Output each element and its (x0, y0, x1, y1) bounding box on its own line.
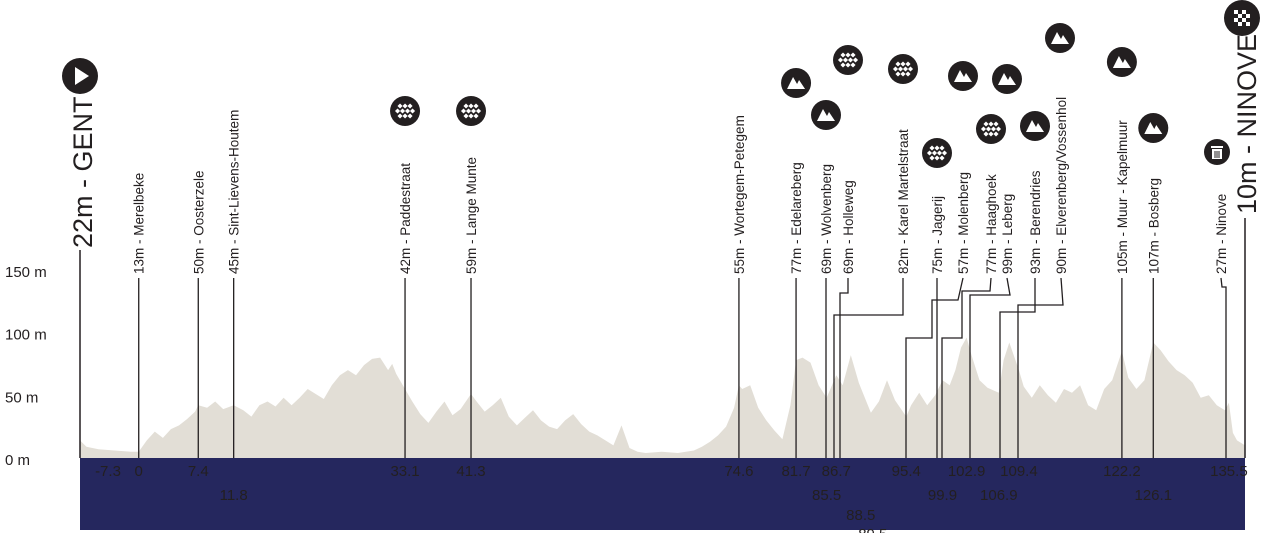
point-km-label: 89.5 (858, 526, 887, 533)
point-label: 99m - Leberg (1000, 194, 1015, 274)
point-km-label: 33.1 (390, 463, 419, 480)
climb-icon (781, 68, 812, 98)
climb-icon-peaks (954, 70, 972, 82)
climb-icon-peaks (787, 77, 806, 89)
cobbles-icon (456, 96, 487, 126)
point-label: 82m - Karel Martelstraat (896, 129, 911, 274)
point-leader-line (833, 278, 904, 458)
point-label: 45m - Sint-Lievens-Houtem (227, 110, 242, 274)
finish-flag-square (1238, 14, 1242, 18)
cobbles-icon (922, 138, 952, 168)
finish-flag-icon (1224, 0, 1260, 36)
point-km-label: 126.1 (1135, 487, 1173, 504)
point-label: 105m - Muur - Kapelmuur (1115, 120, 1130, 274)
point-km-label: 109.4 (1000, 463, 1038, 480)
y-tick-label: 0 m (5, 452, 30, 469)
climb-icon (811, 100, 841, 130)
finish-flag-square (1238, 22, 1242, 26)
point-km-label: 74.6 (724, 463, 753, 480)
cobbles-icon (833, 45, 863, 75)
point-km-label: 11.8 (220, 487, 248, 504)
point-label: 77m - Edelareberg (789, 162, 804, 274)
climb-icon (1020, 111, 1050, 141)
climb-icon-peaks (1112, 56, 1131, 68)
start-label: 22m - GENT (68, 96, 98, 248)
point-label: 69m - Holleweg (841, 180, 856, 274)
climb-icon-peaks (1051, 32, 1069, 44)
bin-icon-lid (1211, 146, 1223, 148)
point-km-label: 85.5 (812, 487, 841, 504)
point-km-label: 41.3 (456, 463, 485, 480)
distance-band (80, 458, 1245, 530)
finish-flag-square (1242, 18, 1246, 22)
cobbles-icon (390, 96, 421, 126)
point-leader-line (1220, 277, 1227, 458)
climb-icon-peaks (998, 73, 1016, 85)
point-km-label: 81.7 (781, 463, 810, 480)
finish-flag-square (1242, 10, 1246, 14)
start-icon (62, 58, 98, 94)
point-label: 93m - Berendries (1028, 170, 1043, 274)
point-km-label: 95.4 (892, 463, 921, 480)
climb-icon-peaks (1026, 120, 1044, 132)
point-label: 57m - Molenberg (956, 172, 971, 274)
point-km-label: 135.5 (1210, 463, 1248, 480)
point-label: 77m - Haaghoek (984, 174, 999, 274)
point-leader-line (969, 277, 1011, 458)
point-km-label: 99.9 (928, 487, 957, 504)
climb-icon (1045, 23, 1075, 53)
point-km-label: 7.4 (188, 463, 209, 480)
finish-flag-square (1234, 10, 1238, 14)
climb-icon (992, 64, 1022, 94)
climb-icon (1106, 47, 1137, 77)
point-label: 50m - Oosterzele (191, 170, 206, 274)
point-leader-line (905, 277, 964, 458)
point-km-label: 106.9 (980, 487, 1018, 504)
point-label: 55m - Wortegem-Petegem (732, 115, 747, 274)
y-tick-label: 100 m (5, 327, 47, 344)
finish-label: 10m - NINOVE (1232, 34, 1262, 214)
point-km-label: 122.2 (1103, 463, 1141, 480)
point-label: 13m - Merelbeke (132, 173, 147, 274)
y-tick-label: 50 m (5, 389, 38, 406)
cobbles-icon (888, 54, 918, 84)
cobbles-icon (976, 114, 1006, 144)
point-km-label: 86.7 (822, 463, 851, 480)
point-label: 75m - Jagerij (930, 196, 945, 274)
point-label: 27m - Ninove (1214, 194, 1229, 274)
climb-icon-peaks (1144, 122, 1163, 134)
climb-icon (1138, 113, 1169, 143)
point-label: 107m - Bosberg (1146, 178, 1161, 274)
y-tick-label: 150 m (5, 264, 47, 281)
point-km-label: 88.5 (846, 507, 875, 524)
finish-flag-square (1246, 14, 1250, 18)
point-label: 42m - Paddestraat (398, 163, 413, 274)
point-label: 69m - Wolvenberg (819, 164, 834, 274)
point-label: 90m - Elverenberg/Vossenhol (1054, 97, 1069, 274)
start-icon-arrow (75, 67, 89, 85)
point-label: 59m - Lange Munte (464, 157, 479, 274)
climb-icon (948, 61, 978, 91)
point-km-label: 102.9 (948, 463, 986, 480)
point-leader-line (839, 278, 849, 458)
point-leader-line (1017, 277, 1064, 458)
climb-icon-peaks (817, 109, 835, 121)
point-km-label: 0 (135, 463, 143, 480)
point-leader-line (941, 277, 992, 458)
start-km-label: -7.3 (95, 463, 121, 480)
finish-flag-square (1234, 18, 1238, 22)
elevation-profile-area (80, 337, 1245, 458)
bin-icon (1204, 139, 1230, 165)
finish-flag-square (1246, 22, 1250, 26)
